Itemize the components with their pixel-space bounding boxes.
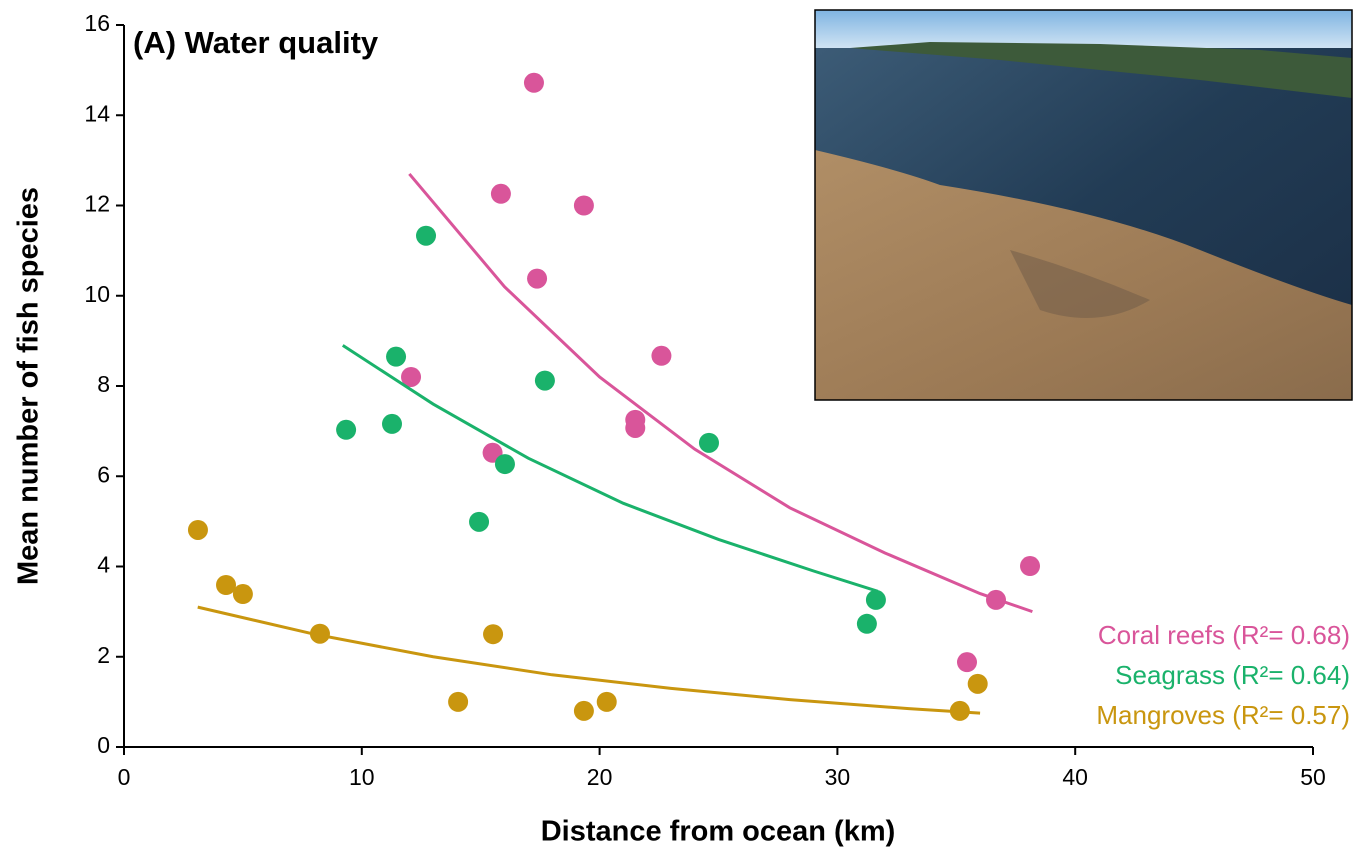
point xyxy=(535,371,555,391)
point xyxy=(574,196,594,216)
point xyxy=(469,512,489,532)
y-tick-label: 4 xyxy=(97,552,110,578)
point xyxy=(527,269,547,289)
point xyxy=(336,420,356,440)
point xyxy=(866,590,886,610)
point xyxy=(625,418,645,438)
point xyxy=(491,184,511,204)
y-tick-label: 12 xyxy=(84,191,110,217)
point xyxy=(188,520,208,540)
x-tick-label: 30 xyxy=(825,764,851,790)
point xyxy=(986,590,1006,610)
point xyxy=(386,347,406,367)
y-tick-label: 6 xyxy=(97,461,110,487)
y-tick-label: 10 xyxy=(84,281,110,307)
y-tick-label: 14 xyxy=(84,100,110,126)
x-tick-label: 50 xyxy=(1300,764,1326,790)
legend-label: Seagrass (R²= 0.64) xyxy=(1115,660,1350,690)
point xyxy=(597,692,617,712)
chart-title: (A) Water quality xyxy=(133,25,379,60)
point xyxy=(524,73,544,93)
x-tick-label: 40 xyxy=(1062,764,1088,790)
y-axis-title: Mean number of fish species xyxy=(13,187,45,585)
point xyxy=(483,624,503,644)
x-tick-label: 10 xyxy=(349,764,375,790)
point xyxy=(233,584,253,604)
point xyxy=(495,454,515,474)
y-tick-label: 2 xyxy=(97,642,110,668)
point xyxy=(950,701,970,721)
inset-photo xyxy=(815,10,1352,400)
point xyxy=(574,701,594,721)
y-tick-label: 0 xyxy=(97,732,110,758)
point xyxy=(382,414,402,434)
point xyxy=(699,433,719,453)
y-tick-label: 8 xyxy=(97,371,110,397)
legend-label: Coral reefs (R²= 0.68) xyxy=(1098,620,1350,650)
x-tick-label: 0 xyxy=(118,764,131,790)
legend-label: Mangroves (R²= 0.57) xyxy=(1096,700,1350,730)
point xyxy=(857,614,877,634)
y-tick-label: 16 xyxy=(84,10,110,36)
point xyxy=(968,674,988,694)
point xyxy=(448,692,468,712)
point xyxy=(1020,556,1040,576)
x-tick-label: 20 xyxy=(587,764,613,790)
point xyxy=(310,624,330,644)
point xyxy=(216,575,236,595)
point xyxy=(651,346,671,366)
point xyxy=(957,652,977,672)
point xyxy=(416,226,436,246)
x-axis-title: Distance from ocean (km) xyxy=(541,816,896,848)
chart: (A) Water quality Distance from ocean (k… xyxy=(0,0,1369,857)
trend-line xyxy=(343,345,878,591)
